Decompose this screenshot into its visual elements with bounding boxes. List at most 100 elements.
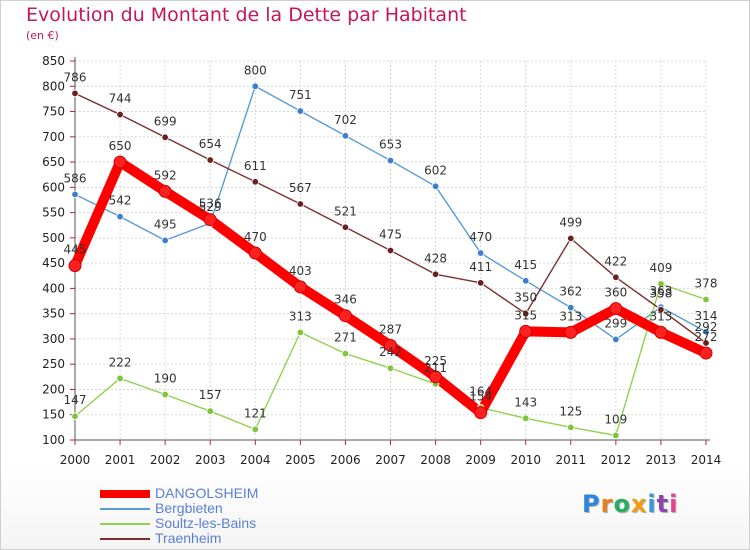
data-label-traenheim: 611 xyxy=(244,159,267,173)
data-label-soultz-les-bains: 109 xyxy=(604,412,627,426)
data-point-bergbieten xyxy=(431,182,440,191)
logo-letter: o xyxy=(613,490,631,518)
data-point-soultz-les-bains xyxy=(116,374,124,383)
data-label-soultz-les-bains: 147 xyxy=(64,393,87,407)
data-label-traenheim: 292 xyxy=(695,320,718,334)
data-label-traenheim: 428 xyxy=(424,251,447,265)
data-label-dangolsheim: 225 xyxy=(424,354,447,368)
logo-letter: r xyxy=(600,490,614,518)
data-point-dangolsheim xyxy=(113,155,127,169)
legend-label: Traenheim xyxy=(155,530,222,546)
legend-label: Soultz-les-Bains xyxy=(155,515,257,531)
data-point-bergbieten xyxy=(612,335,620,344)
data-label-bergbieten: 495 xyxy=(154,217,177,231)
data-point-dangolsheim xyxy=(564,325,578,339)
data-point-bergbieten xyxy=(476,249,485,257)
x-tick-label: 2009 xyxy=(465,453,496,467)
x-tick-label: 2011 xyxy=(556,453,587,467)
data-label-bergbieten: 363 xyxy=(649,284,672,298)
chart-title: Evolution du Montant de la Dette par Hab… xyxy=(26,4,467,26)
data-point-bergbieten xyxy=(116,212,124,221)
x-tick-label: 2008 xyxy=(420,453,451,467)
data-label-traenheim: 567 xyxy=(289,181,312,195)
data-label-soultz-les-bains: 271 xyxy=(334,331,357,345)
data-point-dangolsheim xyxy=(519,324,533,338)
legend-swatch xyxy=(100,490,150,498)
data-label-traenheim: 699 xyxy=(154,114,177,128)
x-tick-label: 2000 xyxy=(60,453,91,467)
data-label-soultz-les-bains: 164 xyxy=(469,385,492,399)
x-tick-label: 2005 xyxy=(285,453,316,467)
data-point-traenheim xyxy=(567,234,575,243)
logo-letter: x xyxy=(630,490,648,518)
data-label-dangolsheim: 650 xyxy=(109,139,132,153)
data-point-soultz-les-bains xyxy=(386,364,395,372)
y-tick-label: 700 xyxy=(42,130,65,144)
data-label-traenheim: 358 xyxy=(649,287,672,301)
data-point-traenheim xyxy=(657,305,665,314)
y-tick-label: 750 xyxy=(42,105,65,119)
data-point-soultz-les-bains xyxy=(702,295,710,304)
data-point-bergbieten xyxy=(341,132,350,140)
y-tick-label: 550 xyxy=(42,206,65,220)
data-point-dangolsheim xyxy=(203,213,217,227)
data-label-bergbieten: 702 xyxy=(334,113,357,127)
data-label-bergbieten: 529 xyxy=(199,200,222,214)
x-tick-label: 2004 xyxy=(240,453,271,467)
data-point-traenheim xyxy=(341,223,350,231)
data-label-dangolsheim: 313 xyxy=(559,309,582,323)
data-point-soultz-les-bains xyxy=(251,425,259,434)
data-point-traenheim xyxy=(116,110,124,119)
data-label-traenheim: 422 xyxy=(604,254,627,268)
data-label-bergbieten: 751 xyxy=(289,88,312,102)
data-point-soultz-les-bains xyxy=(341,349,350,358)
x-tick-label: 2010 xyxy=(510,453,541,467)
logo-letter: t xyxy=(656,490,670,518)
legend-swatch xyxy=(100,508,150,510)
data-label-dangolsheim: 287 xyxy=(379,323,402,337)
legend-swatch xyxy=(100,523,150,525)
proxiti-logo: Proxiti xyxy=(582,490,678,518)
data-label-soultz-les-bains: 125 xyxy=(559,404,582,418)
data-label-dangolsheim: 470 xyxy=(244,230,267,244)
data-point-soultz-les-bains xyxy=(296,328,305,337)
data-label-bergbieten: 415 xyxy=(514,258,537,272)
data-point-dangolsheim xyxy=(68,259,82,273)
y-tick-label: 650 xyxy=(42,155,65,169)
data-point-dangolsheim xyxy=(474,406,488,420)
data-point-dangolsheim xyxy=(699,346,713,360)
data-point-dangolsheim xyxy=(293,280,307,294)
data-label-bergbieten: 800 xyxy=(244,63,267,77)
data-point-soultz-les-bains xyxy=(161,390,169,399)
legend-label: DANGOLSHEIM xyxy=(155,485,259,501)
data-label-bergbieten: 586 xyxy=(64,171,87,185)
y-tick-label: 150 xyxy=(42,408,65,422)
data-label-bergbieten: 314 xyxy=(695,309,718,323)
data-label-bergbieten: 362 xyxy=(559,285,582,299)
y-tick-label: 500 xyxy=(42,231,65,245)
data-label-dangolsheim: 445 xyxy=(64,243,87,257)
data-point-bergbieten xyxy=(161,236,169,245)
data-label-bergbieten: 299 xyxy=(604,316,627,330)
data-label-soultz-les-bains: 190 xyxy=(154,372,177,386)
data-label-soultz-les-bains: 143 xyxy=(514,395,537,409)
data-point-traenheim xyxy=(71,89,79,98)
x-tick-label: 2012 xyxy=(601,453,632,467)
logo-letter: i xyxy=(647,490,657,518)
data-point-traenheim xyxy=(251,178,259,186)
y-tick-label: 850 xyxy=(42,54,65,68)
data-point-bergbieten xyxy=(386,156,395,165)
logo-letter: i xyxy=(669,490,679,518)
data-point-soultz-les-bains xyxy=(612,431,620,440)
y-tick-label: 250 xyxy=(42,357,65,371)
data-point-bergbieten xyxy=(296,107,305,115)
y-tick-label: 300 xyxy=(42,332,65,346)
data-labels: 586 542 495 529 800 751 702 653 602 470 415 362 299 3… xyxy=(64,63,718,426)
x-tick-label: 2007 xyxy=(375,453,406,467)
legend-label: Bergbieten xyxy=(155,500,223,516)
y-axis-unit-label: (en €) xyxy=(26,29,59,42)
data-point-bergbieten xyxy=(567,303,575,312)
data-label-dangolsheim: 154 xyxy=(469,390,492,404)
data-point-soultz-les-bains xyxy=(657,280,665,288)
